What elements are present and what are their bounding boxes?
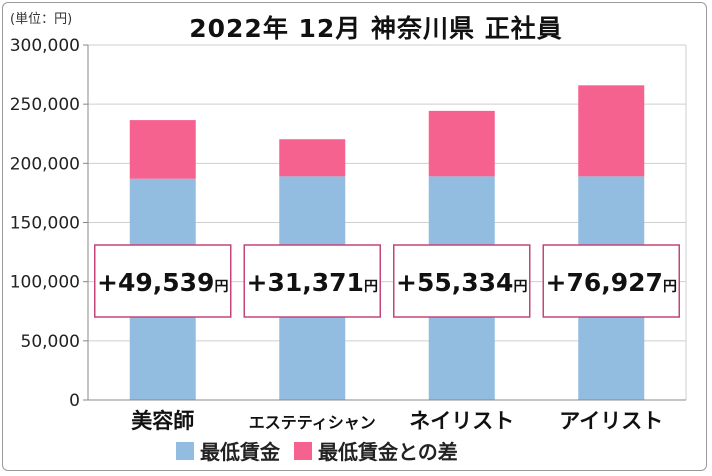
bars: [129, 85, 645, 400]
legend-swatch-minimum-wage: [176, 441, 194, 460]
bar-difference: [279, 139, 346, 177]
difference-number: +76,927: [546, 268, 663, 297]
legend: 最低賃金 最低賃金との差: [176, 436, 458, 465]
difference-number: +49,539: [97, 268, 214, 297]
bar-difference: [578, 85, 645, 177]
bar-difference: [129, 120, 196, 179]
legend-label-difference: 最低賃金との差: [318, 440, 458, 464]
difference-box: [94, 244, 232, 318]
y-tick-label: 150,000: [10, 214, 80, 234]
chart-title: 2022年 12月 神奈川県 正社員: [189, 14, 563, 43]
x-axis-categories: 美容師 エステティシャン ネイリスト アイリスト: [131, 409, 663, 433]
x-category-label: アイリスト: [559, 409, 663, 433]
unit-label: (単位：円): [10, 12, 73, 27]
difference-value: +76,927円: [546, 268, 677, 297]
difference-box: [243, 244, 381, 318]
y-tick-label: 50,000: [21, 332, 80, 352]
difference-unit: 円: [364, 279, 378, 295]
difference-value: +31,371円: [247, 268, 378, 297]
y-tick-label: 100,000: [10, 273, 80, 293]
difference-value: +49,539円: [97, 268, 228, 297]
x-category-label: 美容師: [131, 409, 194, 433]
legend-label-minimum-wage: 最低賃金: [200, 440, 280, 464]
legend-item-minimum-wage: 最低賃金: [176, 436, 280, 465]
difference-unit: 円: [663, 279, 677, 295]
difference-annotations: +49,539円 +31,371円 +55,334円 +76,927円: [94, 244, 680, 318]
difference-box: [542, 244, 680, 318]
x-category-label: ネイリスト: [409, 409, 514, 433]
y-tick-label: 0: [69, 391, 80, 411]
y-axis-ticks: 0 50,000 100,000 150,000 200,000 250,000 300,0…: [10, 36, 80, 411]
difference-value: +55,334円: [396, 268, 527, 297]
y-tick-label: 250,000: [10, 95, 80, 115]
x-category-label: エステティシャン: [249, 413, 376, 432]
bar-difference: [428, 110, 495, 177]
difference-unit: 円: [214, 279, 228, 295]
difference-box: [393, 244, 531, 318]
y-tick-label: 200,000: [10, 154, 80, 174]
difference-unit: 円: [513, 279, 527, 295]
legend-swatch-difference: [294, 441, 312, 460]
axes: [83, 44, 687, 401]
legend-item-difference: 最低賃金との差: [294, 436, 458, 465]
difference-number: +55,334: [396, 268, 513, 297]
y-tick-label: 300,000: [10, 36, 80, 56]
difference-number: +31,371: [247, 268, 364, 297]
